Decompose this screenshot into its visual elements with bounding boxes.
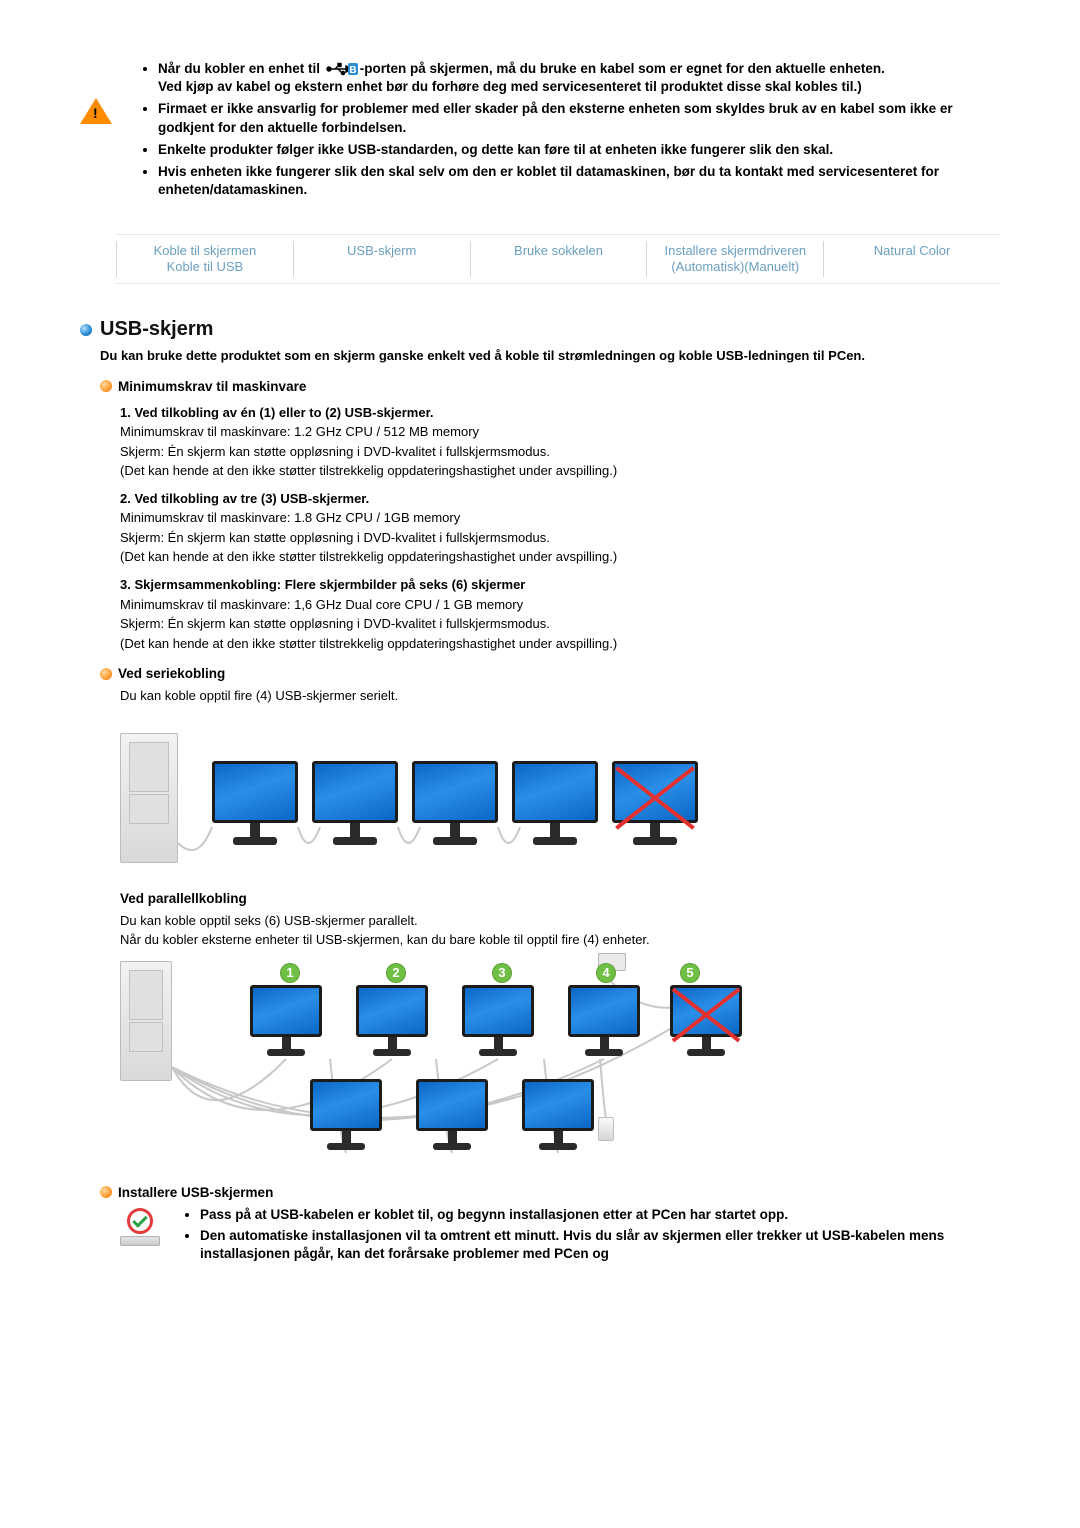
alert-triangle-icon [80, 98, 112, 124]
subheading-minreq: Minimumskrav til maskinvare [100, 379, 1000, 394]
parallel-diagram: 1 2 3 4 5 [120, 957, 700, 1167]
warning-list-container: Når du kobler en enhet til B -porten på … [130, 60, 1000, 204]
minreq-line: Skjerm: Én skjerm kan støtte oppløsning … [120, 443, 1000, 461]
serial-text-block: Du kan koble opptil fire (4) USB-skjerme… [120, 687, 1000, 705]
subheading-serial: Ved seriekobling [100, 666, 1000, 681]
monitor-icon [462, 985, 534, 1056]
number-badge: 2 [386, 963, 406, 983]
cross-red-icon [606, 755, 704, 837]
minreq-line: Skjerm: Én skjerm kan støtte oppløsning … [120, 615, 1000, 633]
usb-icon: B [326, 62, 358, 76]
monitor-icon [412, 761, 498, 845]
parallel-heading: Ved parallellkobling [120, 891, 247, 906]
install-item: Den automatiske installasjonen vil ta om… [200, 1227, 1000, 1263]
number-badge: 5 [680, 963, 700, 983]
tab-item[interactable]: Installere skjermdriveren(Automatisk)(Ma… [647, 241, 824, 278]
number-badge: 3 [492, 963, 512, 983]
monitor-icon [522, 1079, 594, 1150]
parallel-line: Når du kobler eksterne enheter til USB-s… [120, 931, 1000, 949]
warning-item: Enkelte produkter følger ikke USB-standa… [158, 141, 1000, 159]
install-item: Pass på at USB-kabelen er koblet til, og… [200, 1206, 1000, 1224]
serial-text: Du kan koble opptil fire (4) USB-skjerme… [120, 687, 1000, 705]
monitor-icon [356, 985, 428, 1056]
monitor-icon [416, 1079, 488, 1150]
parallel-line: Du kan koble opptil seks (6) USB-skjerme… [120, 912, 1000, 930]
minreq-line: Minimumskrav til maskinvare: 1.8 GHz CPU… [120, 509, 1000, 527]
minreq-body: 1. Ved tilkobling av én (1) eller to (2)… [120, 404, 1000, 653]
section-intro: Du kan bruke dette produktet som en skje… [100, 347, 1000, 365]
number-badge: 4 [596, 963, 616, 983]
device-pad-icon [598, 1117, 614, 1141]
warning-item: Firmaet er ikke ansvarlig for problemer … [158, 100, 1000, 136]
orb-orange-icon [100, 668, 112, 680]
section-tabbar: Koble til skjermenKoble til USBUSB-skjer… [116, 234, 1000, 285]
warning-list: Når du kobler en enhet til B -porten på … [130, 60, 1000, 200]
orb-orange-icon [100, 380, 112, 392]
subheading-install: Installere USB-skjermen [100, 1185, 1000, 1200]
tab-item[interactable]: Bruke sokkelen [471, 241, 648, 278]
minreq-line: (Det kan hende at den ikke støtter tilst… [120, 635, 1000, 653]
monitor-icon [568, 985, 640, 1056]
warning-item: Hvis enheten ikke fungerer slik den skal… [158, 163, 1000, 199]
install-list-container: Pass på at USB-kabelen er koblet til, og… [176, 1206, 1000, 1267]
monitor-icon [670, 985, 742, 1056]
minreq-line: (Det kan hende at den ikke støtter tilst… [120, 462, 1000, 480]
tab-item[interactable]: USB-skjerm [294, 241, 471, 278]
install-heading: Installere USB-skjermen [118, 1185, 273, 1200]
tab-item[interactable]: Natural Color [824, 241, 1000, 278]
monitor-icon [310, 1079, 382, 1150]
minreq-block-head: 2. Ved tilkobling av tre (3) USB-skjerme… [120, 490, 1000, 508]
tab-item[interactable]: Koble til skjermenKoble til USB [116, 241, 294, 278]
subheading-parallel: Ved parallellkobling [120, 891, 1000, 906]
parallel-text-block: Du kan koble opptil seks (6) USB-skjerme… [120, 912, 1000, 949]
minreq-line: Minimumskrav til maskinvare: 1.2 GHz CPU… [120, 423, 1000, 441]
monitor-icon [512, 761, 598, 845]
monitor-icon [250, 985, 322, 1056]
minreq-line: Minimumskrav til maskinvare: 1,6 GHz Dua… [120, 596, 1000, 614]
install-ok-icon [120, 1206, 160, 1246]
cross-red-icon [664, 979, 748, 1048]
serial-diagram [120, 723, 700, 873]
minreq-block-head: 1. Ved tilkobling av én (1) eller to (2)… [120, 404, 1000, 422]
minreq-line: (Det kan hende at den ikke støtter tilst… [120, 548, 1000, 566]
minreq-line: Skjerm: Én skjerm kan støtte oppløsning … [120, 529, 1000, 547]
orb-orange-icon [100, 1186, 112, 1198]
install-row: Pass på at USB-kabelen er koblet til, og… [120, 1206, 1000, 1267]
section-heading: USB-skjerm [80, 318, 1000, 341]
warning-item: Når du kobler en enhet til B -porten på … [158, 60, 1000, 96]
warning-block: Når du kobler en enhet til B -porten på … [80, 60, 1000, 204]
minreq-block-head: 3. Skjermsammenkobling: Flere skjermbild… [120, 576, 1000, 594]
serial-heading: Ved seriekobling [118, 666, 225, 681]
section-title: USB-skjerm [100, 318, 213, 341]
svg-text:B: B [349, 65, 356, 76]
minreq-heading: Minimumskrav til maskinvare [118, 379, 306, 394]
orb-blue-icon [80, 324, 92, 336]
monitor-icon [212, 761, 298, 845]
monitor-icon [612, 761, 698, 845]
number-badge: 1 [280, 963, 300, 983]
monitor-icon [312, 761, 398, 845]
install-list: Pass på at USB-kabelen er koblet til, og… [176, 1206, 1000, 1264]
